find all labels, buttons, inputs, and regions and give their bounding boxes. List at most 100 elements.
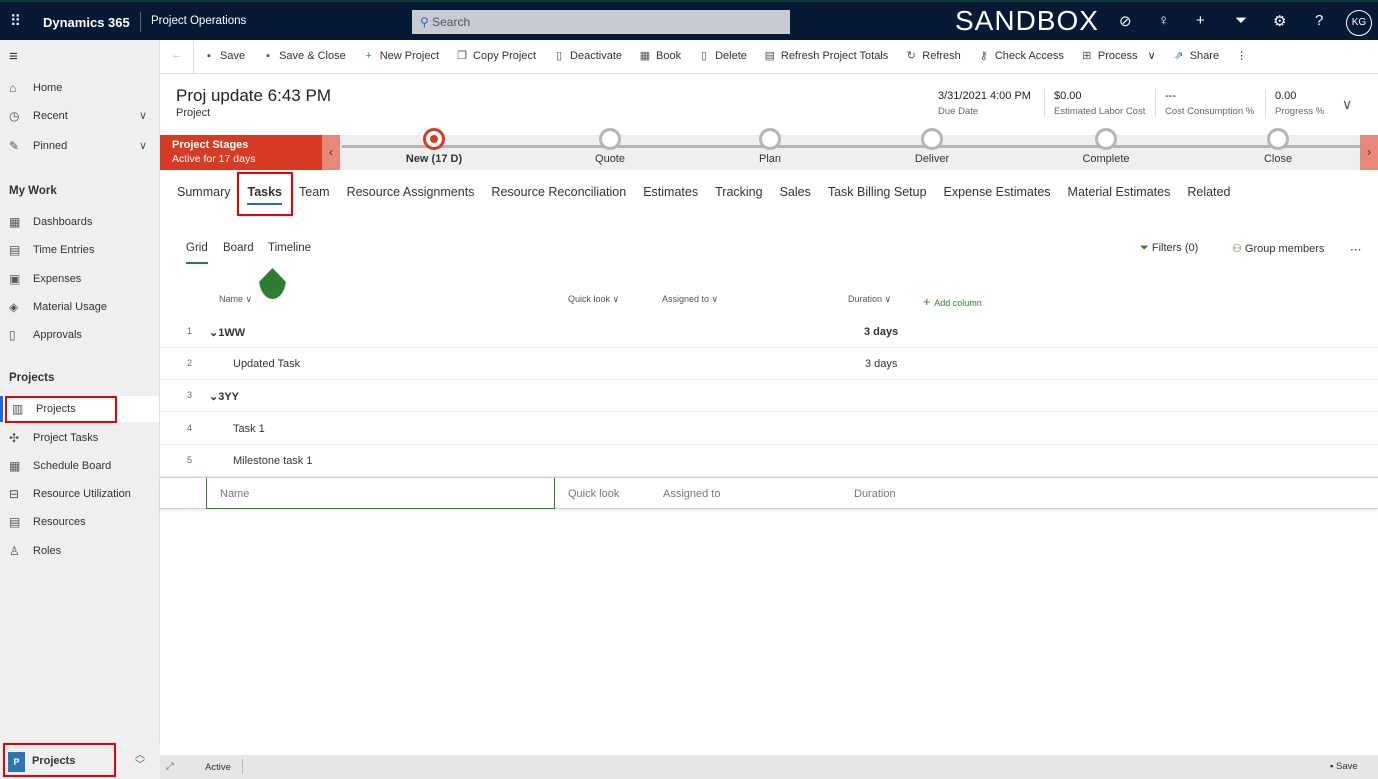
stage-summary[interactable]: Project Stages Active for 17 days — [160, 135, 322, 170]
stage-complete[interactable]: Complete — [1056, 128, 1156, 165]
help-icon[interactable]: ? — [1315, 12, 1324, 29]
table-row[interactable]: 1 ⌄1WW 3 days — [160, 316, 1378, 348]
sidebar-item-resource-utilization[interactable]: ⊟ Resource Utilization — [0, 481, 159, 507]
tab-sales[interactable]: Sales — [779, 185, 811, 199]
sidebar-item-dashboards[interactable]: ▦ Dashboards — [0, 209, 159, 235]
task-name[interactable]: ⌄3YY — [209, 390, 239, 403]
task-name[interactable]: Milestone task 1 — [233, 455, 313, 467]
group-members-button[interactable]: ⚇ Group members — [1232, 242, 1324, 255]
more-commands-icon[interactable]: ⋮ — [1236, 50, 1248, 62]
search-input[interactable]: ⚲ Search — [412, 10, 790, 34]
sidebar-item-projects[interactable]: ▥ Projects — [0, 396, 159, 422]
sidebar-item-material-usage[interactable]: ◈ Material Usage — [0, 294, 159, 320]
sidebar-item-resources[interactable]: ▤ Resources — [0, 509, 159, 535]
chevron-down-icon[interactable]: ⌄ — [209, 327, 219, 339]
tab-resource-assignments[interactable]: Resource Assignments — [346, 185, 475, 199]
hamburger-icon[interactable]: ≡ — [9, 48, 18, 65]
table-row[interactable]: 4 Task 1 — [160, 413, 1378, 445]
expand-header-icon[interactable]: ∨ — [1342, 96, 1353, 112]
task-name[interactable]: Task 1 — [233, 423, 265, 435]
brand[interactable]: Dynamics 365 — [43, 15, 130, 30]
sidebar-item-approvals[interactable]: ▯ Approvals — [0, 322, 159, 348]
sidebar-item-time-entries[interactable]: ▤ Time Entries — [0, 237, 159, 263]
delete-button[interactable]: ▯ Delete — [698, 49, 747, 63]
chevron-down-icon[interactable]: ⌄ — [209, 391, 219, 403]
add-column-button[interactable]: + Add column — [923, 294, 982, 309]
area-name: Projects — [32, 755, 76, 767]
tab-related[interactable]: Related — [1187, 185, 1231, 199]
filter-icon[interactable]: ⏷ — [1235, 12, 1248, 29]
check-access-button[interactable]: ⚷ Check Access — [978, 49, 1064, 63]
column-name[interactable]: Name ∨ — [219, 294, 253, 304]
tab-material-estimates[interactable]: Material Estimates — [1067, 185, 1171, 199]
duration-input[interactable]: Duration — [854, 488, 896, 500]
table-row[interactable]: 5 Milestone task 1 — [160, 445, 1378, 477]
save-close-button[interactable]: ▪ Save & Close — [262, 49, 346, 62]
stage-deliver[interactable]: Deliver — [882, 128, 982, 165]
book-button[interactable]: ▦ Book — [639, 49, 681, 63]
sidebar-item-expenses[interactable]: ▣ Expenses — [0, 266, 159, 292]
filters-button[interactable]: ⏷ Filters (0) — [1140, 242, 1198, 255]
back-icon[interactable]: ← — [171, 49, 182, 61]
settings-icon[interactable]: ⚙ — [1273, 13, 1287, 30]
refresh-totals-button[interactable]: ▤ Refresh Project Totals — [764, 49, 889, 63]
new-task-name-input[interactable]: Name — [206, 478, 555, 509]
column-quick-look[interactable]: Quick look ∨ — [568, 294, 620, 304]
stage-new[interactable]: New (17 D) — [384, 128, 484, 165]
table-row[interactable]: 2 Updated Task 3 days — [160, 348, 1378, 380]
chart-icon: ⊟ — [9, 487, 20, 501]
quick-look-cell[interactable]: Quick look — [568, 488, 620, 500]
stage-quote[interactable]: Quote — [560, 128, 660, 165]
chevron-down-icon[interactable]: ∨ — [138, 110, 147, 122]
sidebar-item-project-tasks[interactable]: ✣ Project Tasks — [0, 425, 159, 451]
tab-tracking[interactable]: Tracking — [715, 185, 763, 199]
stage-close[interactable]: Close — [1228, 128, 1328, 165]
previous-stage-button[interactable]: ‹ — [322, 135, 340, 170]
tab-expense-estimates[interactable]: Expense Estimates — [943, 185, 1051, 199]
label: Name — [219, 294, 244, 304]
expand-icon[interactable]: ⤢ — [166, 761, 174, 772]
column-assigned-to[interactable]: Assigned to ∨ — [662, 294, 719, 304]
area-switcher[interactable]: P Projects ︿ ﹀ — [0, 743, 160, 779]
copy-project-button[interactable]: ❐ Copy Project — [456, 49, 536, 63]
next-stage-button[interactable]: › — [1360, 135, 1378, 170]
column-duration[interactable]: Duration ∨ — [848, 294, 892, 304]
task-flow-icon[interactable]: ⊘ — [1119, 13, 1132, 30]
tab-team[interactable]: Team — [299, 185, 330, 199]
task-name[interactable]: Updated Task — [233, 358, 301, 370]
waffle-icon[interactable]: ⠿ — [10, 13, 21, 30]
stage-plan[interactable]: Plan — [720, 128, 820, 165]
sidebar-item-recent[interactable]: ◷ Recent ∨ — [0, 103, 159, 129]
view-grid[interactable]: Grid — [186, 242, 208, 264]
label: Refresh — [922, 49, 961, 62]
sidebar-item-roles[interactable]: ♙ Roles — [0, 538, 159, 564]
assigned-to-input[interactable]: Assigned to — [663, 488, 721, 500]
app-name[interactable]: Project Operations — [151, 15, 247, 27]
sidebar-item-pinned[interactable]: ✎ Pinned ∨ — [0, 133, 159, 159]
tab-resource-reconciliation[interactable]: Resource Reconciliation — [491, 185, 627, 199]
lightbulb-icon[interactable]: ♀ — [1158, 12, 1170, 29]
deactivate-button[interactable]: ▯ Deactivate — [553, 49, 622, 63]
status-save-button[interactable]: ▪ Save — [1330, 761, 1358, 772]
table-row[interactable]: 3 ⌄3YY — [160, 380, 1378, 412]
tab-tasks[interactable]: Tasks — [247, 185, 282, 205]
view-timeline[interactable]: Timeline — [268, 242, 312, 254]
view-board[interactable]: Board — [223, 242, 254, 254]
avatar[interactable]: KG — [1346, 10, 1372, 36]
task-name[interactable]: ⌄1WW — [209, 326, 245, 339]
up-down-chevron-icon[interactable]: ︿ ﹀ — [135, 750, 145, 771]
process-button[interactable]: ⊞ Process ∨ — [1081, 49, 1155, 63]
chevron-down-icon[interactable]: ∨ — [138, 140, 147, 152]
tab-summary[interactable]: Summary — [177, 185, 231, 199]
sidebar-item-schedule-board[interactable]: ▦ Schedule Board — [0, 453, 159, 479]
share-button[interactable]: ⇗ Share — [1173, 49, 1219, 63]
refresh-button[interactable]: ↻ Refresh — [905, 49, 961, 63]
home-icon: ⌂ — [9, 81, 17, 95]
new-project-button[interactable]: + New Project — [363, 49, 440, 62]
tab-task-billing-setup[interactable]: Task Billing Setup — [827, 185, 927, 199]
tab-estimates[interactable]: Estimates — [643, 185, 699, 199]
sidebar-item-home[interactable]: ⌂ Home — [0, 75, 159, 101]
plus-icon[interactable]: + — [1196, 12, 1205, 29]
more-icon[interactable]: ⋯ — [1350, 244, 1362, 256]
save-button[interactable]: ▪ Save — [203, 49, 245, 62]
